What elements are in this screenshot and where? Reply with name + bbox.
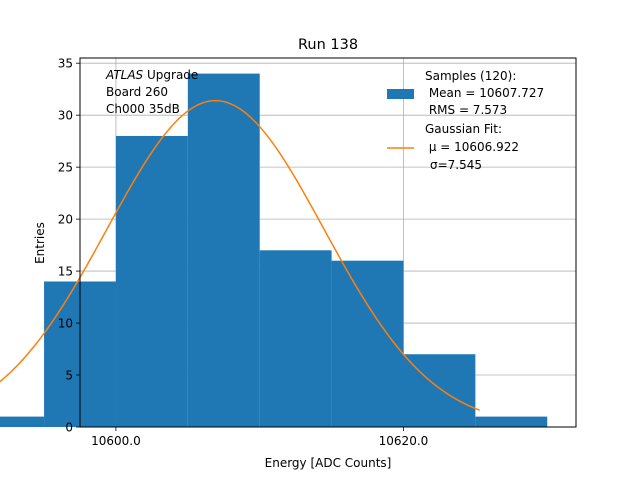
y-tick-label-0: 0 — [65, 421, 73, 435]
annotation-board: Board 260 — [106, 85, 168, 99]
annotation-line-1: ATLAS Upgrade — [105, 68, 198, 82]
histogram-bars — [0, 73, 548, 427]
y-tick-label-10: 10 — [58, 317, 73, 331]
legend-samples-swatch — [387, 89, 414, 99]
x-tick-label-10600: 10600.0 — [91, 434, 141, 448]
gaussian-fit-curve — [0, 99, 480, 411]
y-tick-label-5: 5 — [65, 369, 73, 383]
y-tick-label-25: 25 — [58, 161, 73, 175]
legend-fit-mu: μ = 10606.922 — [425, 140, 519, 154]
legend-fit-sigma: σ=7.545 — [430, 158, 482, 172]
atlas-italic-text: ATLAS — [105, 68, 144, 82]
chart-title: Run 138 — [298, 37, 358, 53]
y-tick-label-30: 30 — [58, 109, 73, 123]
axis-ticks: 0 5 10 15 20 25 30 35 10600.0 10620.0 — [58, 57, 429, 448]
plot-frame — [79, 57, 577, 428]
histogram-bar-4 — [115, 135, 188, 427]
x-tick-label-10620: 10620.0 — [379, 434, 429, 448]
y-axis-label: Entries — [33, 222, 47, 264]
annotation-channel: Ch000 35dB — [106, 102, 180, 116]
y-tick-label-35: 35 — [58, 57, 73, 71]
histogram-bar-7 — [331, 260, 404, 427]
histogram-bar-5 — [187, 73, 260, 427]
atlas-annotation: ATLAS Upgrade Board 260 Ch000 35dB — [105, 68, 198, 116]
histogram-bar-9 — [475, 416, 548, 427]
legend-samples-rms: RMS = 7.573 — [425, 103, 507, 117]
legend: Samples (120): Mean = 10607.727 RMS = 7.… — [387, 69, 544, 172]
legend-fit-title: Gaussian Fit: — [425, 122, 502, 136]
legend-samples-title: Samples (120): — [425, 69, 516, 83]
histogram-bar-6 — [259, 250, 332, 427]
annotation-upgrade-text: Upgrade — [143, 68, 198, 82]
legend-samples-mean: Mean = 10607.727 — [425, 86, 544, 100]
y-tick-label-20: 20 — [58, 213, 73, 227]
histogram-bar-2 — [0, 416, 45, 427]
y-tick-label-15: 15 — [58, 265, 73, 279]
x-axis-label: Energy [ADC Counts] — [265, 456, 392, 470]
